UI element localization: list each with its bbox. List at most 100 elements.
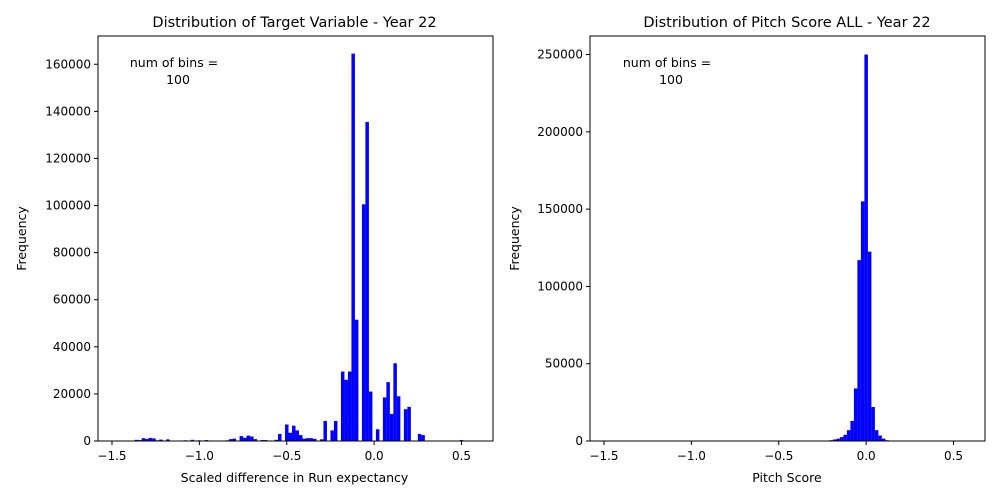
histogram-bar [148, 437, 153, 441]
y-tick-label: 140000 [45, 104, 91, 118]
y-tick-label: 120000 [45, 151, 91, 165]
histogram-bar [145, 438, 149, 441]
histogram-bar [292, 425, 296, 441]
histogram-bar [832, 439, 837, 441]
y-axis-label: Frequency [507, 206, 522, 271]
histogram-bar [403, 409, 408, 441]
histogram-bar [319, 439, 324, 441]
bars-group [829, 54, 889, 442]
x-tick-label: 0.0 [857, 449, 876, 463]
histogram-bar [417, 433, 422, 441]
y-tick-label: 0 [83, 434, 91, 448]
chart-title: Distribution of Pitch Score ALL - Year 2… [643, 15, 930, 31]
histogram-bar [312, 438, 317, 441]
histogram-bar [141, 438, 146, 441]
y-tick-label: 250000 [537, 48, 583, 62]
histogram-bar [274, 439, 279, 441]
histogram-bar [285, 424, 289, 441]
histogram-bar [243, 437, 247, 441]
x-tick-label: −0.5 [272, 449, 301, 463]
x-tick-label: −1.5 [97, 449, 126, 463]
x-axis-label: Pitch Score [752, 470, 822, 485]
histogram-bar [159, 439, 163, 441]
annotation-line-2: 100 [659, 72, 683, 87]
annotation-line-1: num of bins = [130, 55, 218, 70]
histogram-bar [864, 54, 868, 442]
histogram-bar [229, 439, 233, 441]
histogram-bar [867, 251, 872, 441]
histogram-bar [860, 201, 865, 441]
histogram-bar [393, 363, 397, 441]
histogram-bar [299, 435, 303, 441]
x-tick-label: 0.5 [452, 449, 471, 463]
histogram-bar [309, 438, 313, 441]
y-tick-label: 0 [575, 434, 583, 448]
y-tick-label: 100000 [45, 199, 91, 213]
histogram-bar [166, 439, 170, 441]
annotation-line-1: num of bins = [623, 55, 711, 70]
histogram-bar [389, 413, 394, 441]
histogram-bar [302, 438, 306, 441]
chart-panel-left: Distribution of Target Variable - Year 2… [14, 15, 494, 485]
histogram-bar [382, 397, 387, 441]
histogram-bar [871, 406, 875, 441]
histogram-bar [874, 430, 879, 441]
y-tick-label: 200000 [537, 125, 583, 139]
histogram-bar [836, 438, 840, 441]
x-tick-label: −1.0 [677, 449, 706, 463]
chart-title: Distribution of Target Variable - Year 2… [152, 15, 436, 31]
histogram-bar [330, 430, 334, 441]
histogram-bar [347, 371, 352, 441]
plot-frame [589, 35, 986, 442]
y-tick-label: 20000 [53, 387, 91, 401]
histogram-bar [843, 434, 847, 441]
histogram-bar [333, 420, 338, 441]
chart-panel-right: Distribution of Pitch Score ALL - Year 2… [507, 15, 986, 485]
histogram-bar [250, 436, 254, 441]
histogram-bar [305, 438, 310, 441]
plot-frame [97, 35, 494, 442]
histogram-bar [375, 429, 380, 441]
histogram-bar [323, 420, 327, 441]
y-axis-label: Frequency [14, 206, 29, 271]
histogram-bar [421, 435, 425, 441]
annotation-line-2: 100 [166, 72, 190, 87]
x-tick-label: −1.0 [185, 449, 214, 463]
histogram-bar [407, 406, 411, 441]
histogram-bar [239, 436, 244, 441]
x-tick-label: −1.5 [589, 449, 618, 463]
histogram-bar [134, 439, 139, 441]
bars-group [134, 53, 464, 441]
histogram-bar [295, 430, 299, 441]
x-tick-label: 0.0 [365, 449, 384, 463]
histogram-bar [857, 260, 861, 441]
y-tick-label: 60000 [53, 293, 91, 307]
histogram-bar [288, 432, 293, 441]
histogram-bar [853, 388, 858, 441]
x-ticks: −1.5 −1.0 −0.5 0.0 0.5 [589, 441, 963, 463]
y-tick-label: 80000 [53, 246, 91, 260]
histogram-bar [278, 433, 282, 441]
y-tick-label: 40000 [53, 340, 91, 354]
histogram-bar [881, 438, 886, 441]
histogram-bar [368, 391, 373, 441]
y-ticks: 0 20000 40000 60000 80000 100000 120000 140000 1… [45, 57, 98, 448]
histogram-bar [365, 121, 369, 441]
y-tick-label: 160000 [45, 57, 91, 71]
histogram-bar [344, 379, 348, 441]
x-tick-label: 0.5 [944, 449, 963, 463]
y-tick-label: 100000 [537, 279, 583, 293]
x-tick-label: −0.5 [764, 449, 793, 463]
histogram-bar [340, 371, 345, 441]
histogram-bar [152, 438, 156, 441]
histogram-bar [850, 420, 854, 441]
histogram-bar [354, 319, 359, 441]
y-tick-label: 150000 [537, 202, 583, 216]
histogram-bar [232, 438, 237, 441]
histogram-bar [190, 439, 195, 441]
histogram-bar [351, 53, 355, 441]
x-axis-label: Scaled difference in Run expectancy [181, 470, 409, 485]
histogram-bar [878, 435, 882, 441]
histogram-bar [361, 204, 366, 441]
